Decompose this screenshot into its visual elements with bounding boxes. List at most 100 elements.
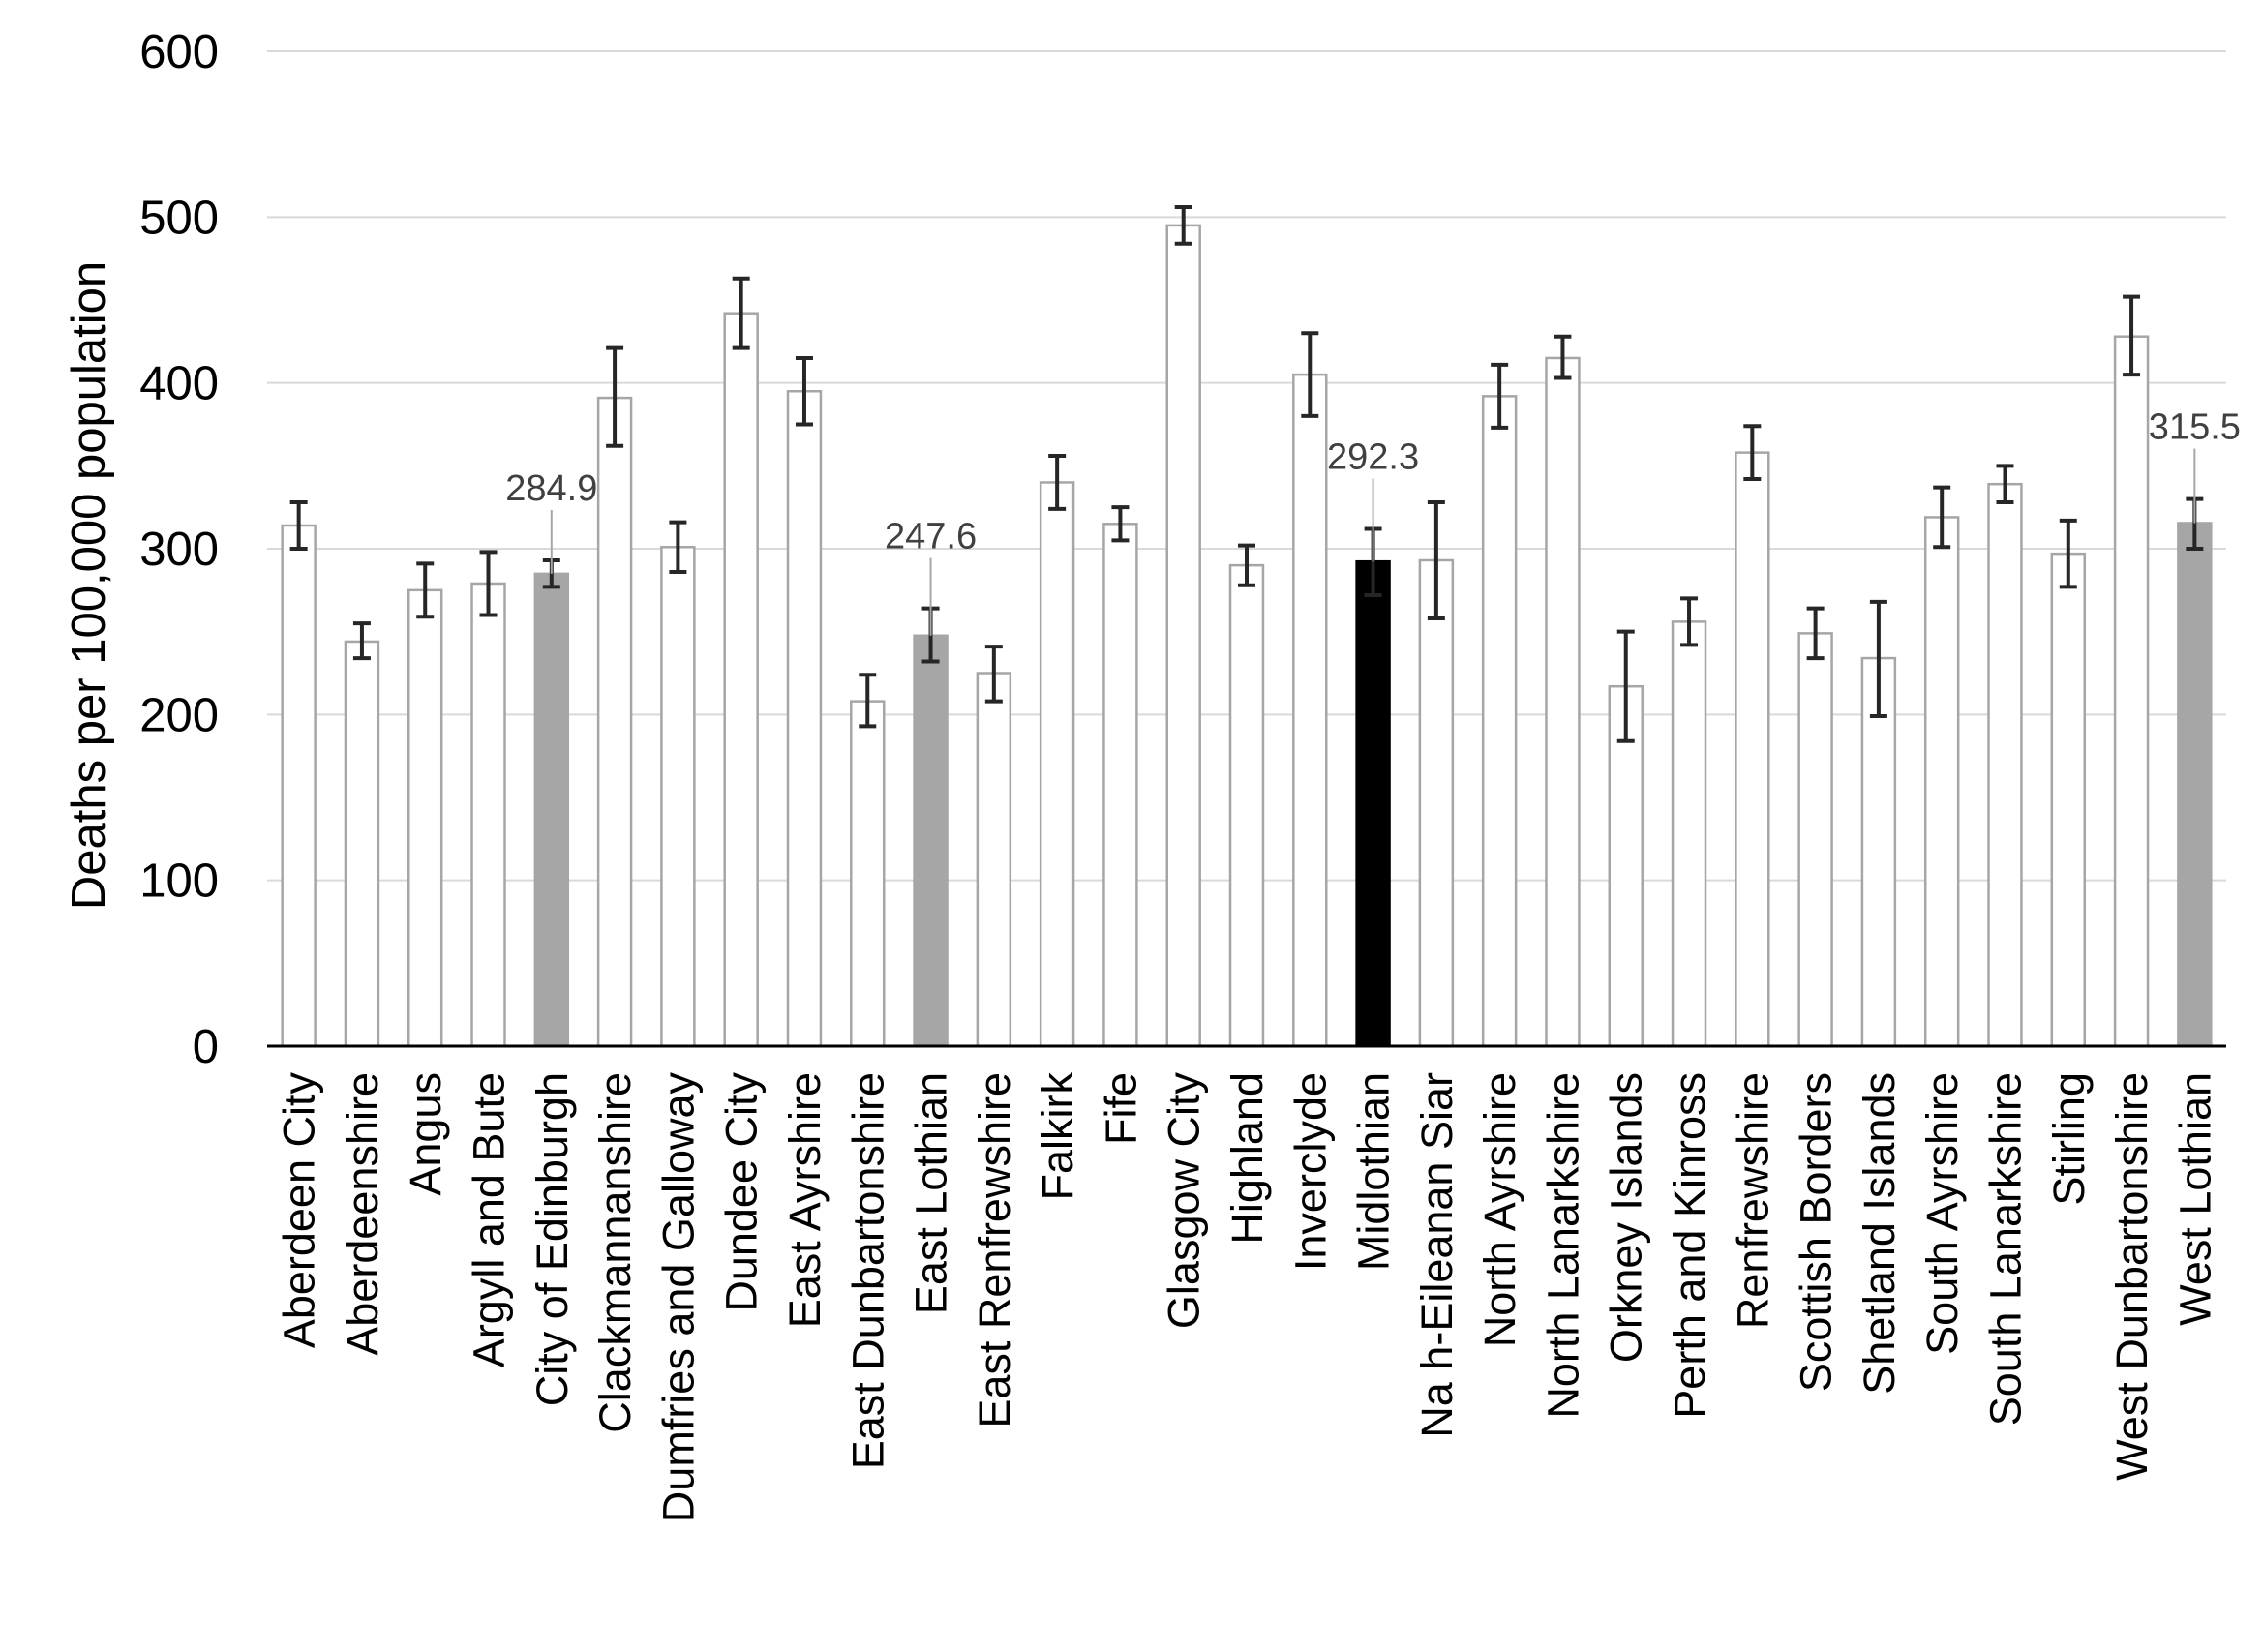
error-bar	[1806, 606, 1825, 661]
error-bar	[1743, 424, 1762, 482]
error-bar	[1869, 599, 1887, 719]
error-bar	[1933, 485, 1951, 550]
x-tick-label: Aberdeenshire	[338, 1072, 387, 1356]
x-tick-label: Shetland Islands	[1855, 1072, 1904, 1395]
bar	[1987, 482, 2023, 1048]
x-tick-label: West Lothian	[2170, 1072, 2219, 1326]
x-tick-label: Na h-Eileanan Siar	[1412, 1072, 1462, 1438]
bar	[344, 640, 380, 1048]
bar	[407, 588, 443, 1048]
y-tick-label: 200	[139, 689, 219, 741]
bar	[533, 572, 570, 1048]
error-bar	[1616, 629, 1635, 743]
x-tick-label: Dumfries and Galloway	[653, 1072, 703, 1523]
bar	[1860, 656, 1897, 1048]
bar	[1418, 558, 1455, 1048]
error-bar	[859, 673, 877, 729]
error-bar	[669, 520, 687, 574]
error-bar	[984, 645, 1003, 704]
y-tick-label: 500	[139, 192, 219, 244]
data-labels: 284.9 247.6 292.3 315.5	[505, 407, 2241, 636]
x-tick-label: Clackmannanshire	[590, 1072, 640, 1433]
error-bar	[1238, 543, 1255, 587]
x-tick-label: Highland	[1222, 1072, 1272, 1245]
x-tick-label: Midlothian	[1349, 1072, 1399, 1271]
error-bar	[1554, 334, 1572, 380]
x-tick-label: City of Edinburgh	[528, 1072, 577, 1406]
x-tick-label: Orkney Islands	[1602, 1072, 1651, 1363]
error-bar	[606, 345, 624, 448]
bar	[281, 524, 317, 1048]
bar	[470, 582, 506, 1048]
error-bar	[2059, 518, 2077, 589]
y-tick-label: 600	[139, 26, 219, 78]
x-tick-label: Angus	[401, 1072, 450, 1196]
error-bars	[289, 205, 2204, 743]
bar	[1165, 224, 1201, 1048]
error-bar	[289, 500, 308, 551]
x-tick-label: Fife	[1096, 1072, 1145, 1145]
bar	[1923, 516, 1960, 1048]
data-label: 315.5	[2149, 407, 2241, 448]
x-tick-label: East Ayrshire	[780, 1072, 830, 1328]
bar	[2177, 522, 2213, 1048]
y-axis-ticks: 0 100 200 300 400 500 600	[139, 26, 219, 1073]
error-bar	[1111, 505, 1130, 543]
bar	[976, 672, 1012, 1048]
bar	[1735, 451, 1770, 1048]
error-bar	[416, 561, 435, 619]
bar	[1671, 620, 1707, 1048]
bar	[913, 634, 949, 1048]
bar	[1797, 632, 1833, 1048]
x-tick-label: Glasgow City	[1160, 1072, 1209, 1330]
x-tick-label: East Lothian	[907, 1072, 956, 1314]
error-bar	[2123, 294, 2141, 377]
error-bar	[1174, 205, 1192, 246]
y-tick-label: 100	[139, 856, 219, 908]
bar	[850, 700, 886, 1048]
error-bar	[1301, 331, 1319, 418]
bar	[1355, 559, 1391, 1048]
x-tick-label: North Lanarkshire	[1538, 1072, 1587, 1419]
y-tick-label: 400	[139, 358, 219, 410]
x-tick-label: North Ayrshire	[1475, 1072, 1524, 1347]
x-tick-label: West Dunbartonshire	[2107, 1072, 2157, 1481]
error-bar	[1680, 596, 1699, 647]
bar	[1039, 481, 1075, 1048]
x-tick-label: Argyll and Bute	[465, 1072, 514, 1367]
x-tick-label: Scottish Borders	[1792, 1072, 1841, 1392]
bar	[596, 396, 633, 1048]
data-label: 247.6	[885, 517, 977, 557]
bar	[1481, 395, 1518, 1048]
x-tick-label: South Lanarkshire	[1980, 1072, 2030, 1426]
x-tick-label: Falkirk	[1033, 1072, 1082, 1201]
error-bar	[1427, 500, 1445, 620]
bar	[1292, 373, 1328, 1048]
data-label: 284.9	[505, 468, 597, 509]
bar	[660, 546, 696, 1048]
error-bar	[1048, 454, 1067, 511]
x-tick-label: East Dunbartonshire	[843, 1072, 892, 1469]
y-tick-label: 0	[193, 1021, 219, 1073]
x-axis-ticks: Aberdeen City Aberdeenshire Angus Argyll an…	[275, 1072, 2220, 1523]
error-bar	[1491, 362, 1509, 430]
error-bar	[479, 550, 498, 617]
data-label: 292.3	[1327, 436, 1419, 477]
bar	[2113, 335, 2150, 1048]
error-bar	[1996, 464, 2014, 505]
x-tick-label: Inverclyde	[1285, 1072, 1335, 1271]
error-bar	[352, 621, 371, 661]
x-tick-label: Aberdeen City	[275, 1072, 324, 1349]
bar	[2050, 552, 2086, 1048]
bar	[1545, 356, 1581, 1048]
bars	[281, 224, 2213, 1048]
x-tick-label: Stirling	[2044, 1072, 2094, 1206]
bar	[1228, 563, 1265, 1048]
bar	[1102, 523, 1138, 1048]
error-bar	[732, 276, 750, 350]
bar	[723, 312, 759, 1048]
x-tick-label: South Ayrshire	[1917, 1072, 1967, 1355]
x-tick-label: Perth and Kinross	[1665, 1072, 1714, 1419]
y-axis-label: Deaths per 100,000 population	[63, 261, 115, 910]
